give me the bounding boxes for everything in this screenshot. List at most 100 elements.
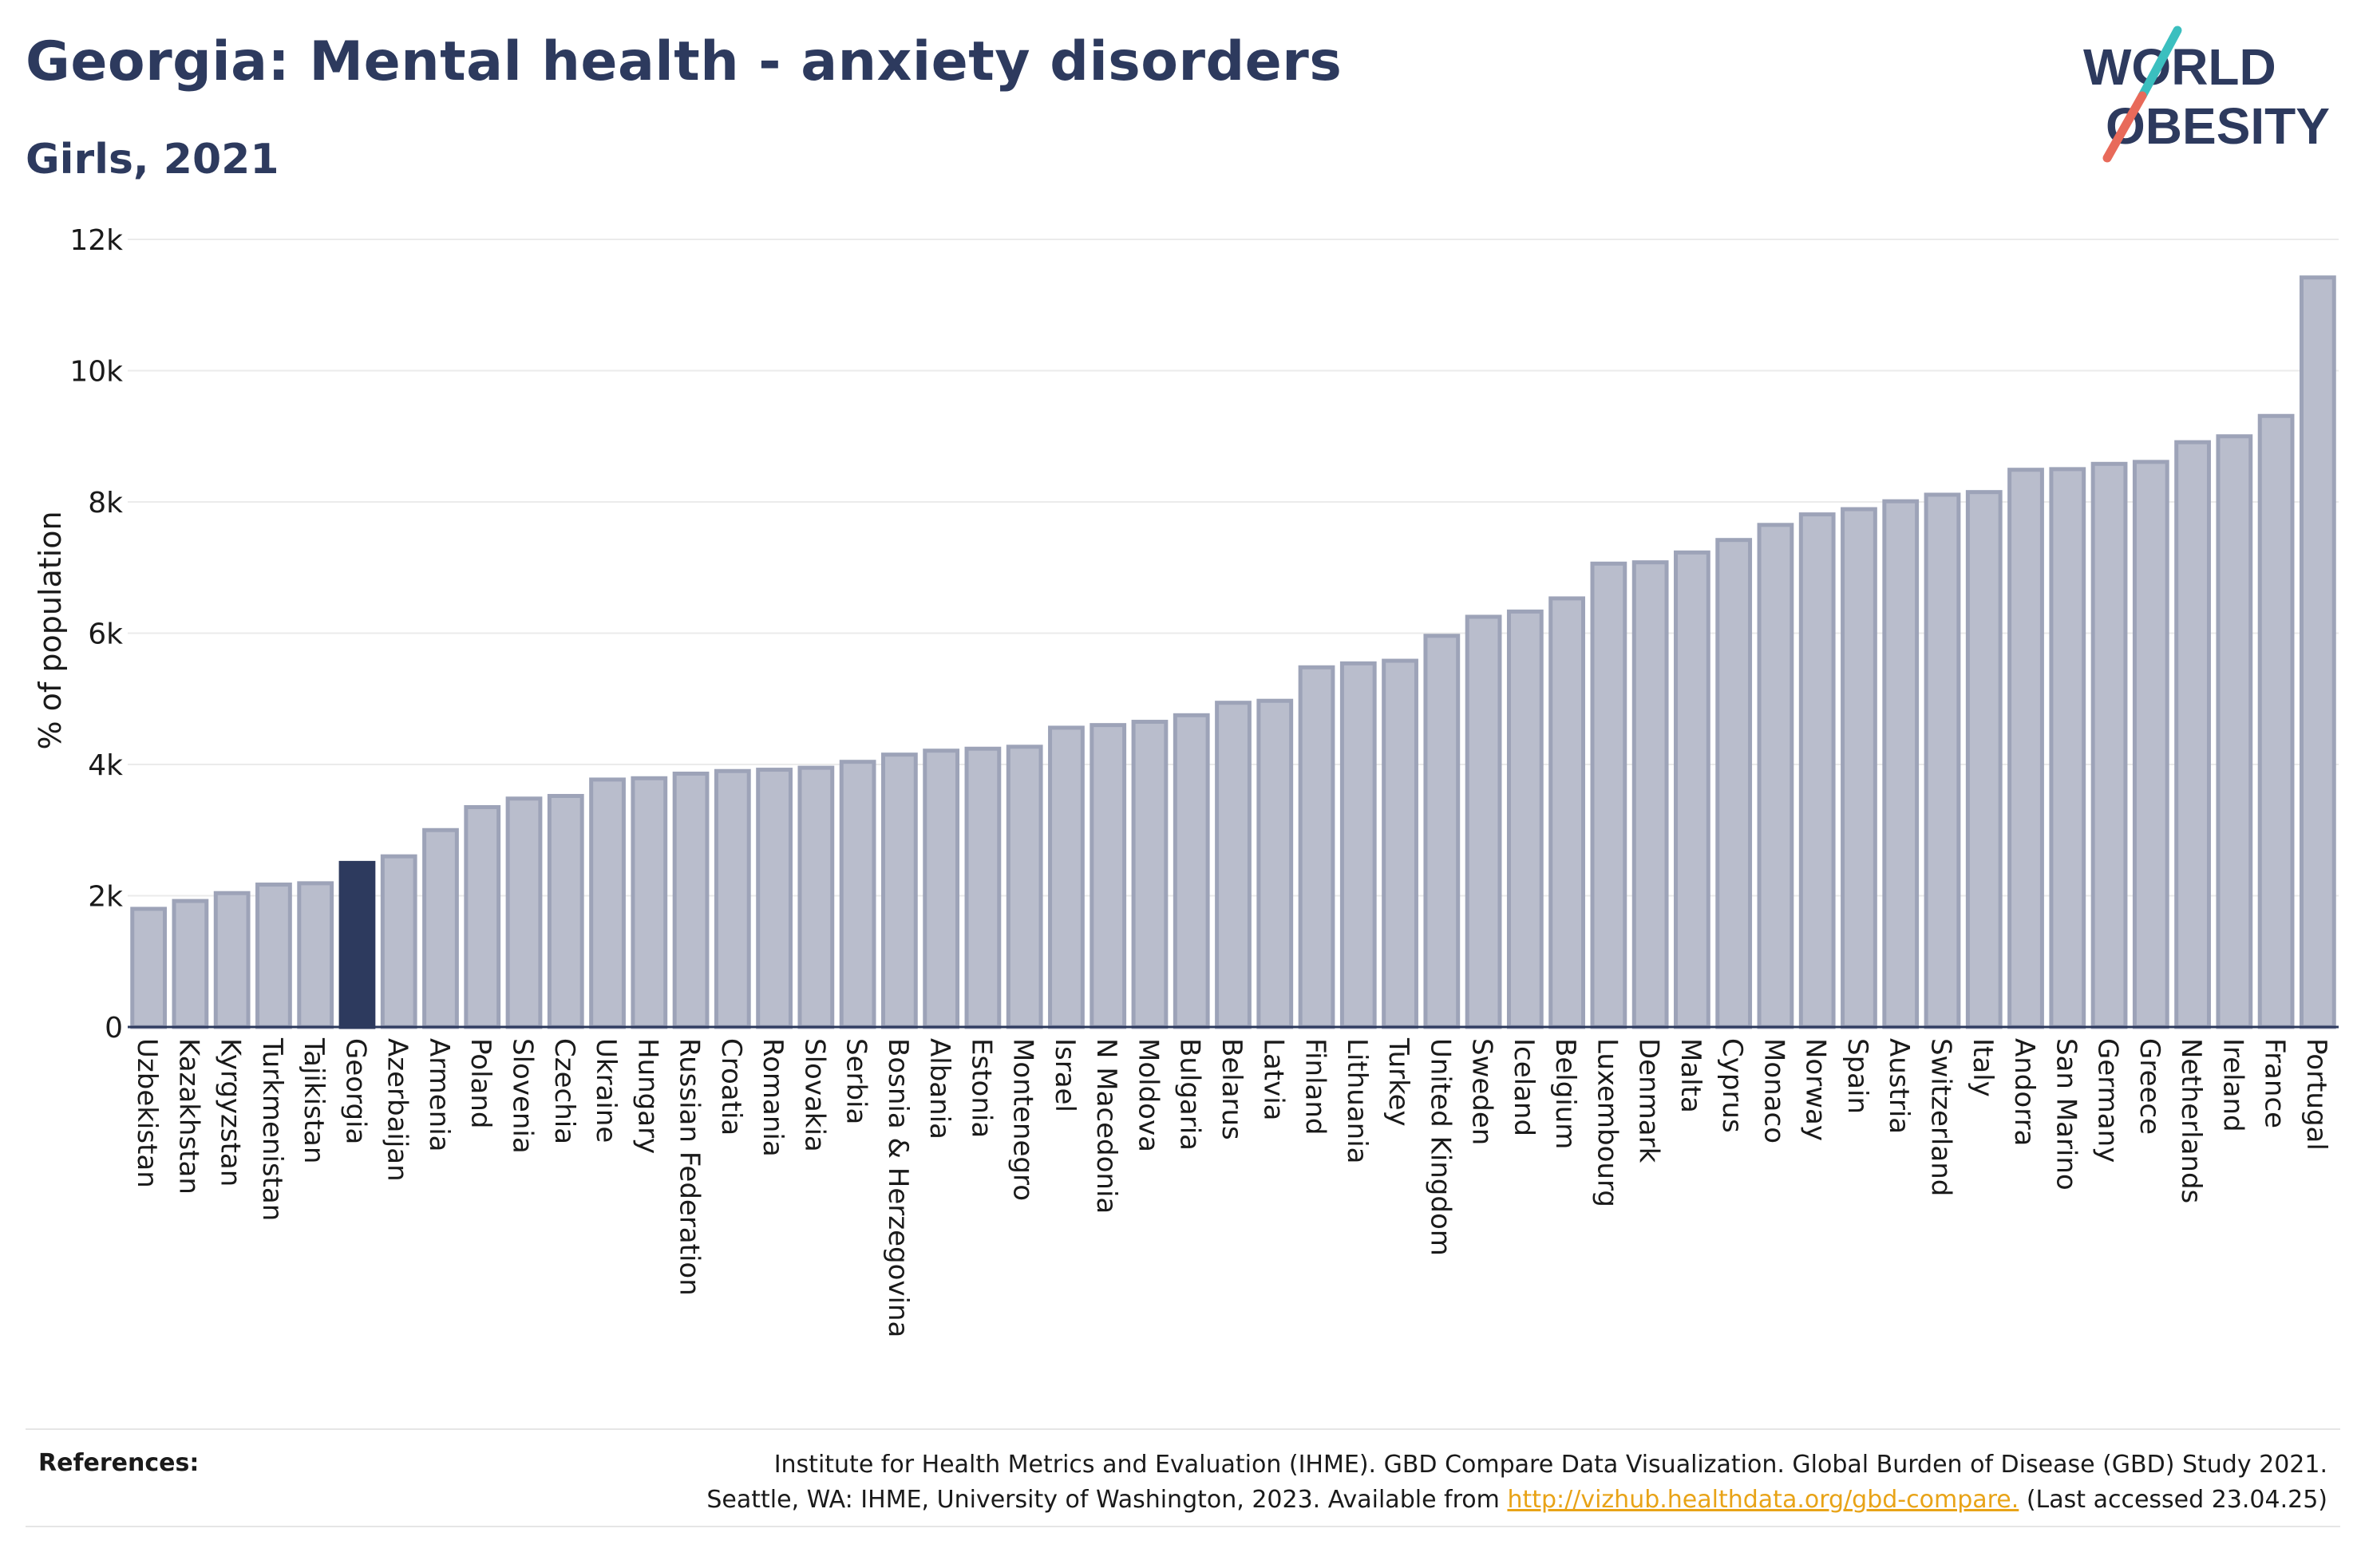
y-tick-label: 4k [88, 749, 123, 782]
x-tick-label: Azerbaijan [382, 1038, 413, 1182]
bar-switzerland [1924, 492, 1961, 1029]
bar-bulgaria [1173, 713, 1210, 1029]
bar-albania [923, 748, 960, 1029]
bar-denmark [1631, 560, 1669, 1029]
references-link[interactable]: http://vizhub.healthdata.org/gbd-compare… [1507, 1486, 2019, 1514]
bar-spain [1841, 507, 1877, 1029]
x-tick-label: Czechia [548, 1038, 580, 1144]
bar-portugal [2299, 275, 2336, 1029]
x-tick-label: Andorra [2008, 1038, 2040, 1146]
bar-serbia [839, 760, 876, 1029]
x-tick-label: Sweden [1466, 1038, 1498, 1145]
x-tick-label: Finland [1299, 1038, 1331, 1136]
x-tick-label: Cyprus [1716, 1038, 1748, 1133]
x-tick-label: Greece [2134, 1038, 2165, 1135]
bar-ukraine [589, 777, 626, 1029]
bar-finland [1298, 665, 1335, 1029]
bar-estonia [964, 746, 1002, 1029]
bar-georgia [338, 860, 376, 1029]
bar-germany [2090, 461, 2128, 1029]
logo-text-line2: OBESITY [2106, 97, 2330, 155]
bar-iceland [1506, 609, 1544, 1029]
bar-uzbekistan [130, 906, 168, 1029]
x-tick-label: Romania [757, 1038, 789, 1157]
x-tick-label: Denmark [1633, 1038, 1665, 1163]
bar-malta [1674, 550, 1710, 1029]
bar-romania [756, 768, 793, 1029]
x-tick-label: Austria [1883, 1038, 1915, 1134]
references-line1: Institute for Health Metrics and Evaluat… [773, 1451, 2327, 1479]
bar-latvia [1256, 698, 1294, 1029]
bar-france [2257, 413, 2295, 1029]
x-tick-label: Germany [2092, 1038, 2124, 1163]
bar-ireland [2216, 434, 2253, 1029]
y-tick-labels: 0 2k 4k 6k 8k 10k 12k [69, 224, 123, 1045]
references-line2-before: Seattle, WA: IHME, University of Washing… [706, 1486, 1500, 1514]
x-tick-labels: Uzbekistan Kazakhstan Kyrgyzstan Turkmenist… [131, 1037, 2332, 1337]
x-tick-label: Russian Federation [674, 1038, 706, 1296]
bar-luxembourg [1590, 561, 1627, 1029]
x-tick-label: Uzbekistan [131, 1038, 163, 1188]
chart-title: Georgia: Mental health - anxiety disorde… [26, 30, 1343, 93]
y-tick-label: 6k [88, 618, 123, 651]
bar-poland [464, 804, 501, 1029]
y-tick-label: 10k [69, 356, 123, 389]
x-tick-label: Ireland [2217, 1038, 2248, 1132]
x-tick-label: Estonia [965, 1038, 997, 1138]
bar-lithuania [1339, 661, 1377, 1029]
bar-italy [1965, 490, 2003, 1029]
references-line2: Seattle, WA: IHME, University of Washing… [706, 1483, 2327, 1518]
bar-slovakia [797, 765, 835, 1029]
bar-israel [1048, 725, 1085, 1029]
x-tick-label: Lithuania [1341, 1038, 1373, 1163]
bar-hungary [631, 776, 668, 1029]
bar-russian-federation [672, 772, 710, 1029]
bar-montenegro [1006, 745, 1043, 1029]
bar-azerbaijan [380, 854, 417, 1029]
references-section: References: Institute for Health Metrics… [26, 1428, 2340, 1527]
x-tick-label: France [2259, 1038, 2291, 1128]
bar-monaco [1757, 523, 1794, 1029]
x-tick-label: Ukraine [590, 1038, 622, 1143]
bars [130, 275, 2336, 1029]
bar-kyrgyzstan [213, 891, 251, 1029]
bar-slovenia [505, 796, 543, 1029]
x-tick-label: Armenia [423, 1038, 455, 1152]
y-tick-label: 12k [69, 224, 123, 257]
bar-andorra [2007, 468, 2044, 1029]
x-tick-label: Monaco [1758, 1038, 1790, 1143]
x-tick-label: Malta [1675, 1038, 1706, 1113]
x-tick-label: United Kingdom [1424, 1038, 1456, 1256]
x-tick-label: Turkey [1382, 1037, 1414, 1127]
x-tick-label: Montenegro [1007, 1038, 1039, 1201]
x-tick-label: Portugal [2300, 1038, 2332, 1151]
x-tick-label: Bulgaria [1174, 1038, 1206, 1151]
x-tick-label: Slovenia [507, 1038, 539, 1154]
x-tick-label: Iceland [1508, 1038, 1540, 1136]
x-tick-label: Latvia [1257, 1038, 1289, 1121]
x-tick-label: Hungary [631, 1038, 663, 1154]
bar-austria [1882, 499, 1920, 1029]
references-text: Institute for Health Metrics and Evaluat… [706, 1448, 2327, 1518]
bar-tajikistan [297, 881, 334, 1029]
x-tick-label: Tajikistan [298, 1037, 330, 1163]
bar-sweden [1465, 614, 1502, 1029]
x-tick-label: Israel [1049, 1038, 1081, 1112]
x-tick-label: Luxembourg [1591, 1038, 1623, 1207]
x-tick-label: Belarus [1216, 1038, 1248, 1140]
x-tick-label: Croatia [715, 1038, 747, 1136]
logo-text-line1: WORLD [2083, 38, 2276, 96]
x-tick-label: Albania [923, 1038, 955, 1139]
x-tick-label: Switzerland [1924, 1038, 1956, 1196]
x-tick-label: Kyrgyzstan [215, 1038, 247, 1187]
bar-norway [1798, 512, 1836, 1029]
bar-cyprus [1715, 538, 1753, 1029]
x-tick-label: Slovakia [798, 1038, 830, 1152]
bar-bosnia-herzegovina [881, 752, 918, 1029]
bar-croatia [714, 768, 751, 1029]
x-tick-label: Moldova [1132, 1038, 1164, 1152]
bar-chart: 0 2k 4k 6k 8k 10k 12k Uzbekistan Kazakhstan Kyrg… [33, 224, 2339, 1337]
y-tick-label: 2k [88, 881, 123, 914]
x-tick-label: N Macedonia [1090, 1038, 1122, 1214]
bar-greece [2132, 460, 2169, 1029]
